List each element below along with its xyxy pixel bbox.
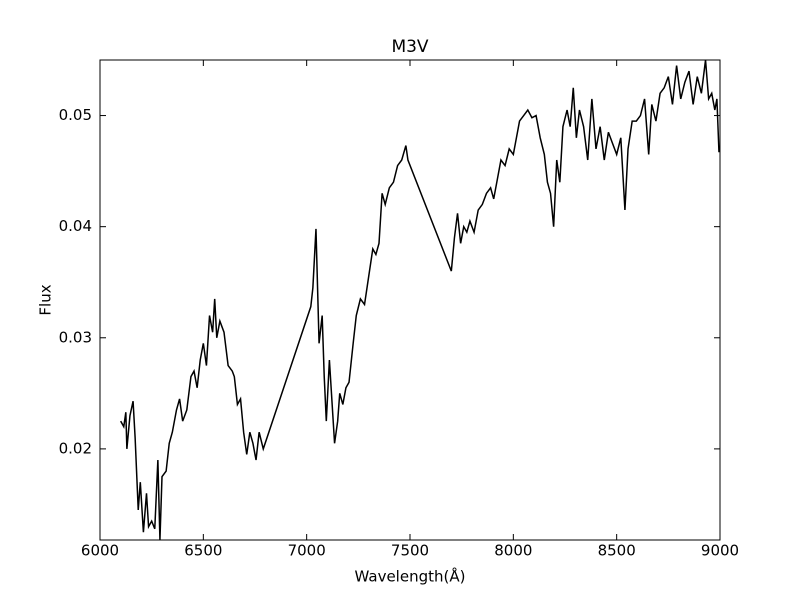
x-tick-label: 8500 [598, 542, 636, 560]
spectrum-line [120, 60, 720, 540]
y-tick-label: 0.02 [59, 439, 92, 457]
y-tick-label: 0.04 [59, 217, 92, 235]
x-axis-label: Wavelength(Å) [355, 567, 466, 586]
y-axis-label: Flux [37, 284, 55, 315]
x-tick-label: 7500 [391, 542, 429, 560]
x-tick-label: 7000 [288, 542, 326, 560]
x-tick-label: 6000 [81, 542, 119, 560]
x-tick-label: 8000 [494, 542, 532, 560]
plot-frame [99, 59, 721, 541]
y-tick-label: 0.03 [59, 328, 92, 346]
y-tick-label: 0.05 [59, 106, 92, 124]
chart-title: M3V [391, 37, 428, 57]
x-tick-label: 9000 [701, 542, 739, 560]
x-tick-label: 6500 [184, 542, 222, 560]
